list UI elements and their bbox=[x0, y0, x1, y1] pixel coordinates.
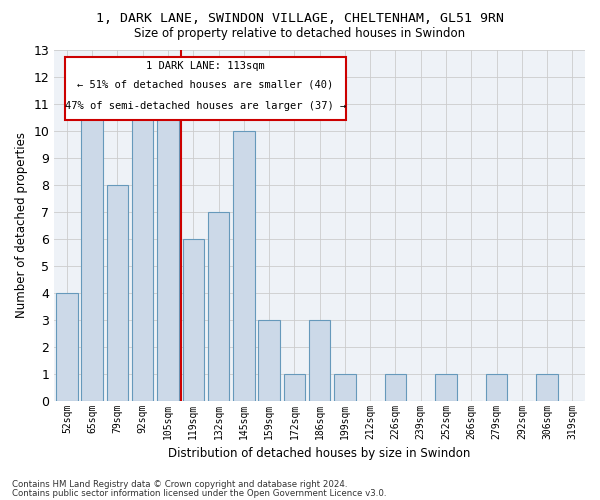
Text: 47% of semi-detached houses are larger (37) →: 47% of semi-detached houses are larger (… bbox=[65, 101, 346, 111]
Bar bbox=[435, 374, 457, 400]
Bar bbox=[182, 239, 204, 400]
Bar bbox=[208, 212, 229, 400]
Bar bbox=[132, 104, 154, 401]
Bar bbox=[107, 185, 128, 400]
Text: Contains public sector information licensed under the Open Government Licence v3: Contains public sector information licen… bbox=[12, 488, 386, 498]
Bar bbox=[259, 320, 280, 400]
Text: 1 DARK LANE: 113sqm: 1 DARK LANE: 113sqm bbox=[146, 60, 265, 70]
Text: ← 51% of detached houses are smaller (40): ← 51% of detached houses are smaller (40… bbox=[77, 80, 334, 90]
Bar bbox=[385, 374, 406, 400]
Bar bbox=[233, 131, 254, 400]
FancyBboxPatch shape bbox=[65, 57, 346, 120]
Text: Contains HM Land Registry data © Crown copyright and database right 2024.: Contains HM Land Registry data © Crown c… bbox=[12, 480, 347, 489]
Y-axis label: Number of detached properties: Number of detached properties bbox=[15, 132, 28, 318]
Bar bbox=[56, 292, 77, 401]
Bar bbox=[284, 374, 305, 400]
Bar bbox=[82, 104, 103, 401]
Bar bbox=[309, 320, 331, 400]
Text: Size of property relative to detached houses in Swindon: Size of property relative to detached ho… bbox=[134, 28, 466, 40]
X-axis label: Distribution of detached houses by size in Swindon: Distribution of detached houses by size … bbox=[169, 447, 471, 460]
Bar bbox=[157, 104, 179, 401]
Text: 1, DARK LANE, SWINDON VILLAGE, CHELTENHAM, GL51 9RN: 1, DARK LANE, SWINDON VILLAGE, CHELTENHA… bbox=[96, 12, 504, 26]
Bar bbox=[334, 374, 356, 400]
Bar bbox=[536, 374, 558, 400]
Bar bbox=[486, 374, 507, 400]
